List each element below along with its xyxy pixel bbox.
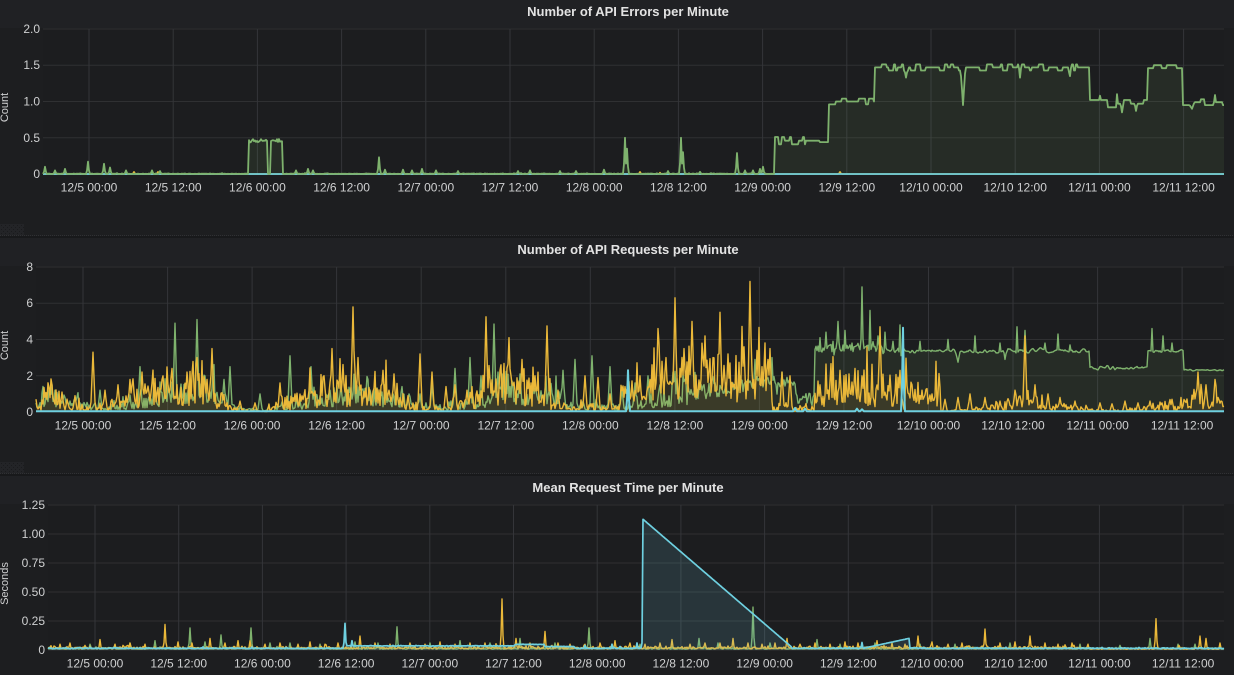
svg-text:12/8 00:00: 12/8 00:00 [566,181,623,195]
svg-text:12/6 00:00: 12/6 00:00 [224,419,281,433]
svg-text:12/6 12:00: 12/6 12:00 [318,657,375,671]
svg-text:12/5 00:00: 12/5 00:00 [55,419,112,433]
svg-text:Seconds: Seconds [0,562,11,605]
svg-text:12/7 12:00: 12/7 12:00 [482,181,539,195]
svg-text:12/10 12:00: 12/10 12:00 [984,657,1048,671]
svg-text:12/9 00:00: 12/9 00:00 [734,181,791,195]
svg-text:12/9 00:00: 12/9 00:00 [731,419,788,433]
svg-text:12/8 00:00: 12/8 00:00 [569,657,626,671]
svg-text:12/7 00:00: 12/7 00:00 [401,657,458,671]
svg-text:12/11 12:00: 12/11 12:00 [1152,181,1215,195]
svg-text:4: 4 [26,333,33,347]
svg-text:12/8 12:00: 12/8 12:00 [650,181,707,195]
svg-text:1.25: 1.25 [22,498,46,512]
svg-text:12/9 12:00: 12/9 12:00 [816,419,873,433]
svg-text:1.5: 1.5 [23,58,40,72]
svg-text:12/7 12:00: 12/7 12:00 [477,419,534,433]
svg-text:12/7 12:00: 12/7 12:00 [485,657,542,671]
svg-text:0.25: 0.25 [22,614,46,628]
svg-text:12/9 12:00: 12/9 12:00 [820,657,877,671]
svg-text:12/6 00:00: 12/6 00:00 [229,181,286,195]
svg-text:12/5 12:00: 12/5 12:00 [150,657,207,671]
svg-text:12/8 12:00: 12/8 12:00 [653,657,710,671]
svg-text:12/5 12:00: 12/5 12:00 [145,181,202,195]
svg-text:12/6 00:00: 12/6 00:00 [234,657,291,671]
svg-text:12/8 12:00: 12/8 12:00 [647,419,704,433]
svg-text:6: 6 [26,296,33,310]
svg-text:12/10 00:00: 12/10 00:00 [900,657,964,671]
svg-text:0.50: 0.50 [22,585,46,599]
svg-text:2.0: 2.0 [23,22,40,36]
svg-text:0: 0 [33,167,40,181]
svg-text:12/10 12:00: 12/10 12:00 [981,419,1045,433]
svg-text:Number of API Requests per Min: Number of API Requests per Minute [517,242,738,257]
svg-text:0.5: 0.5 [23,131,40,145]
svg-text:Count: Count [0,93,11,122]
svg-text:12/8 00:00: 12/8 00:00 [562,419,619,433]
svg-text:1.0: 1.0 [23,95,40,109]
svg-text:12/10 12:00: 12/10 12:00 [983,181,1047,195]
svg-text:1.00: 1.00 [22,527,46,541]
svg-text:12/5 12:00: 12/5 12:00 [139,419,196,433]
svg-text:2: 2 [26,369,33,383]
svg-text:12/5 00:00: 12/5 00:00 [67,657,124,671]
svg-text:0.75: 0.75 [22,556,46,570]
svg-text:12/9 00:00: 12/9 00:00 [736,657,793,671]
svg-text:12/11 00:00: 12/11 00:00 [1068,181,1131,195]
svg-text:12/10 00:00: 12/10 00:00 [897,419,961,433]
svg-text:12/6 12:00: 12/6 12:00 [308,419,365,433]
svg-text:12/7 00:00: 12/7 00:00 [393,419,450,433]
svg-text:Number of API Errors per Minut: Number of API Errors per Minute [527,4,729,19]
svg-text:12/7 00:00: 12/7 00:00 [397,181,454,195]
svg-text:12/11 00:00: 12/11 00:00 [1066,419,1129,433]
svg-text:0: 0 [26,405,33,419]
svg-text:0: 0 [38,643,45,657]
svg-text:Mean Request Time per Minute: Mean Request Time per Minute [532,480,723,495]
svg-text:12/6 12:00: 12/6 12:00 [313,181,370,195]
svg-text:12/11 12:00: 12/11 12:00 [1151,419,1214,433]
svg-text:8: 8 [26,260,33,274]
svg-text:12/9 12:00: 12/9 12:00 [818,181,875,195]
svg-text:12/11 12:00: 12/11 12:00 [1152,657,1215,671]
svg-text:Count: Count [0,331,11,360]
svg-text:12/11 00:00: 12/11 00:00 [1068,657,1131,671]
svg-text:12/10 00:00: 12/10 00:00 [899,181,963,195]
svg-text:12/5 00:00: 12/5 00:00 [61,181,118,195]
